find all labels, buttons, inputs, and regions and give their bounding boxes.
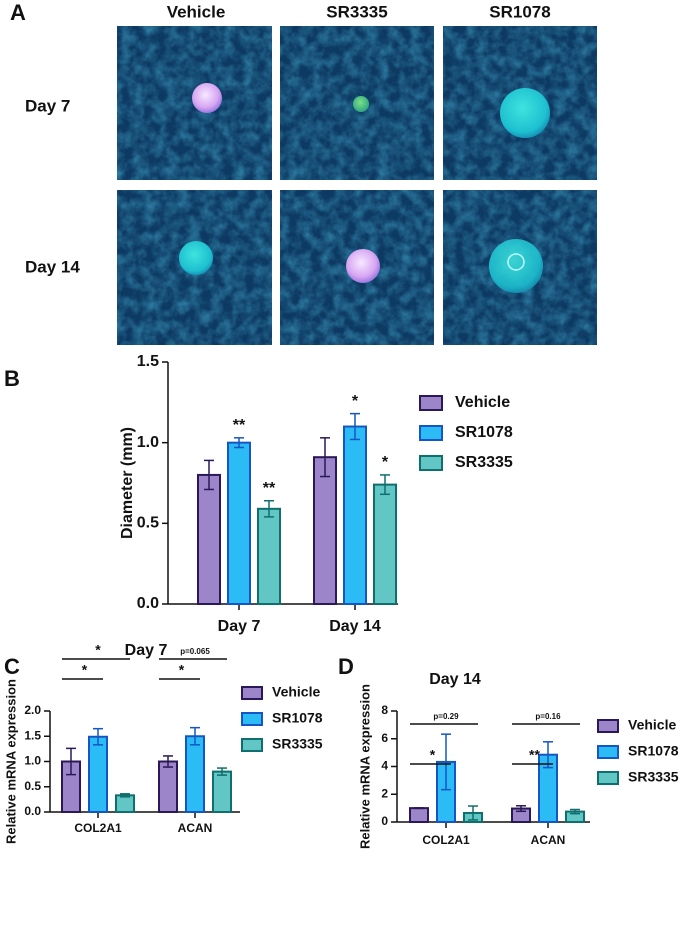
x-tick-label: ACAN — [178, 821, 213, 835]
y-tick-label: 0.5 — [24, 779, 41, 793]
legend-swatch — [419, 395, 443, 411]
significance: * — [352, 393, 359, 410]
comparison-label: p=0.065 — [180, 647, 210, 656]
y-tick-label: 1.5 — [137, 353, 159, 370]
y-tick-label: 0 — [381, 814, 388, 828]
panel-label: D — [338, 654, 354, 679]
comparison-label: * — [179, 662, 185, 678]
legend-label: SR1078 — [455, 424, 513, 441]
x-tick-label: Day 14 — [329, 618, 381, 635]
comparison-label: * — [95, 642, 101, 658]
legend-swatch — [241, 712, 263, 726]
legend-swatch — [597, 771, 619, 785]
panel-label: C — [4, 654, 20, 679]
column-header: SR1078 — [489, 2, 550, 21]
photo — [443, 26, 597, 180]
photo — [280, 190, 434, 345]
y-tick-label: 1.0 — [24, 754, 41, 768]
legend-swatch — [597, 719, 619, 733]
bar — [158, 760, 178, 813]
bar — [227, 441, 251, 605]
y-axis-label: Relative mRNA expression — [3, 679, 18, 844]
legend-label: SR3335 — [272, 736, 323, 752]
comparison-label: p=0.29 — [433, 712, 459, 721]
y-tick-label: 0.0 — [24, 804, 41, 818]
bar — [197, 473, 221, 605]
legend-swatch — [419, 425, 443, 441]
y-axis-label: Diameter (mm) — [119, 427, 136, 539]
panel-label: B — [4, 366, 20, 391]
comparison-label: * — [82, 662, 88, 678]
legend-swatch — [241, 738, 263, 752]
y-tick-label: 1.0 — [137, 434, 159, 451]
bar — [313, 456, 337, 606]
significance: ** — [263, 480, 276, 497]
legend-swatch — [597, 745, 619, 759]
bar — [88, 735, 108, 814]
y-tick-label: 6 — [381, 731, 388, 745]
legend-label: Vehicle — [628, 717, 676, 733]
bar — [373, 483, 397, 606]
significance: * — [382, 454, 389, 471]
column-header: SR3335 — [326, 2, 387, 21]
comparison-label: ** — [529, 747, 540, 763]
legend-label: Vehicle — [272, 684, 320, 700]
y-tick-label: 2 — [381, 786, 388, 800]
panel-a: A Vehicle SR3335 SR1078 Day 7 Day 14 — [10, 0, 597, 345]
chart-title: Day 7 — [125, 642, 168, 659]
significance: ** — [233, 417, 246, 434]
legend-label: SR3335 — [628, 769, 679, 785]
x-tick-label: COL2A1 — [74, 821, 122, 835]
bar — [212, 770, 232, 813]
y-tick-label: 0.0 — [137, 595, 159, 612]
bar — [257, 507, 281, 605]
y-tick-label: 0.5 — [137, 515, 159, 532]
photo — [280, 26, 434, 180]
y-tick-label: 1.5 — [24, 728, 41, 742]
bar — [115, 794, 135, 814]
y-axis-label: Relative mRNA expression — [357, 684, 372, 849]
row-label: Day 14 — [25, 257, 80, 276]
x-tick-label: Day 7 — [218, 618, 261, 635]
photo — [117, 190, 272, 345]
y-tick-label: 4 — [381, 759, 388, 773]
legend-swatch — [419, 455, 443, 471]
comparison-label: p=0.16 — [535, 712, 561, 721]
legend-swatch — [241, 686, 263, 700]
bar — [343, 425, 367, 605]
legend-label: SR3335 — [455, 454, 513, 471]
chart-title: Day 14 — [429, 671, 481, 688]
x-tick-label: COL2A1 — [422, 833, 470, 847]
bar — [409, 807, 429, 823]
photo — [117, 26, 272, 180]
panel-label: A — [10, 0, 26, 25]
column-header: Vehicle — [167, 2, 226, 21]
y-tick-label: 8 — [381, 703, 388, 717]
comparison-label: * — [430, 747, 436, 763]
photo — [443, 190, 597, 345]
bar — [185, 735, 205, 813]
y-tick-label: 2.0 — [24, 703, 41, 717]
legend-label: SR1078 — [272, 710, 323, 726]
row-label: Day 7 — [25, 96, 70, 115]
x-tick-label: ACAN — [531, 833, 566, 847]
legend-label: SR1078 — [628, 743, 679, 759]
legend-label: Vehicle — [455, 394, 510, 411]
